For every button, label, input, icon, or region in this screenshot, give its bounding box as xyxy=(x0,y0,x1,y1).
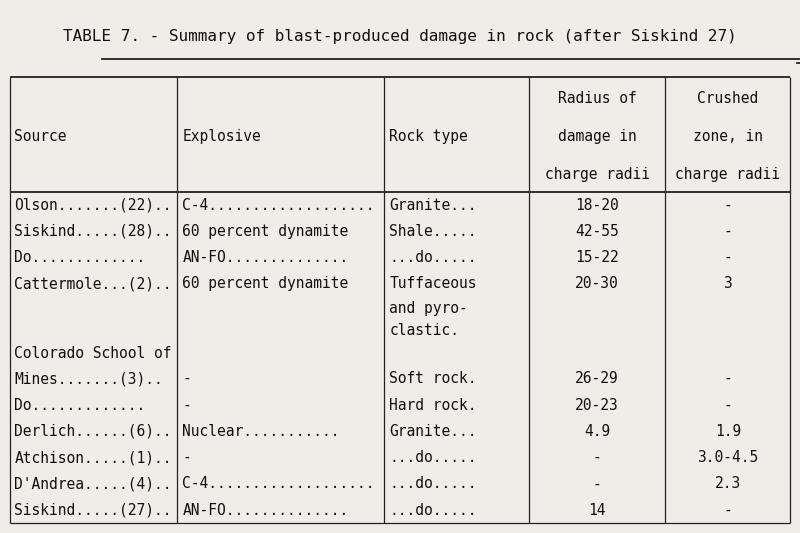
Text: Crushed: Crushed xyxy=(698,91,758,106)
Text: 3: 3 xyxy=(723,277,732,292)
Text: Explosive: Explosive xyxy=(182,129,261,144)
Text: Source: Source xyxy=(14,129,67,144)
Text: Granite...: Granite... xyxy=(389,198,477,213)
Text: -: - xyxy=(593,477,602,491)
Text: ...do.....: ...do..... xyxy=(389,503,477,518)
Text: 60 percent dynamite: 60 percent dynamite xyxy=(182,277,349,292)
Text: 20-30: 20-30 xyxy=(575,277,619,292)
Text: ...do.....: ...do..... xyxy=(389,250,477,265)
Text: 60 percent dynamite: 60 percent dynamite xyxy=(182,224,349,239)
Text: -: - xyxy=(593,450,602,465)
Text: Granite...: Granite... xyxy=(389,424,477,439)
Text: -: - xyxy=(723,398,732,413)
Text: -: - xyxy=(723,224,732,239)
Text: 1.9: 1.9 xyxy=(715,424,741,439)
Text: AN-FO..............: AN-FO.............. xyxy=(182,503,349,518)
Text: 14: 14 xyxy=(589,503,606,518)
Text: 3.0-4.5: 3.0-4.5 xyxy=(698,450,758,465)
Text: Colorado School of: Colorado School of xyxy=(14,346,172,361)
Text: 2.3: 2.3 xyxy=(715,477,741,491)
Text: 26-29: 26-29 xyxy=(575,371,619,386)
Text: Shale.....: Shale..... xyxy=(389,224,477,239)
Text: Tuffaceous: Tuffaceous xyxy=(389,277,477,292)
Text: Hard rock.: Hard rock. xyxy=(389,398,477,413)
Text: 4.9: 4.9 xyxy=(584,424,610,439)
Text: AN-FO..............: AN-FO.............. xyxy=(182,250,349,265)
Text: Atchison.....(1)..: Atchison.....(1).. xyxy=(14,450,172,465)
Text: charge radii: charge radii xyxy=(545,167,650,182)
Text: damage in: damage in xyxy=(558,129,637,144)
Text: and pyro-: and pyro- xyxy=(389,301,468,316)
Text: Olson.......(22)..: Olson.......(22).. xyxy=(14,198,172,213)
Text: ...do.....: ...do..... xyxy=(389,477,477,491)
Text: C-4...................: C-4................... xyxy=(182,198,374,213)
Text: 15-22: 15-22 xyxy=(575,250,619,265)
Text: D'Andrea.....(4)..: D'Andrea.....(4).. xyxy=(14,477,172,491)
Text: -: - xyxy=(723,250,732,265)
Text: Do.............: Do............. xyxy=(14,250,146,265)
Text: -: - xyxy=(723,198,732,213)
Text: 20-23: 20-23 xyxy=(575,398,619,413)
Text: -: - xyxy=(723,371,732,386)
Text: TABLE 7. - Summary of blast-produced damage in rock (after Siskind 27): TABLE 7. - Summary of blast-produced dam… xyxy=(63,29,737,44)
Text: Soft rock.: Soft rock. xyxy=(389,371,477,386)
Text: Derlich......(6)..: Derlich......(6).. xyxy=(14,424,172,439)
Text: Radius of: Radius of xyxy=(558,91,637,106)
Text: Nuclear...........: Nuclear........... xyxy=(182,424,340,439)
Text: C-4...................: C-4................... xyxy=(182,477,374,491)
Text: 18-20: 18-20 xyxy=(575,198,619,213)
Text: Cattermole...(2)..: Cattermole...(2).. xyxy=(14,277,172,292)
Text: Do.............: Do............. xyxy=(14,398,146,413)
Text: -: - xyxy=(182,398,191,413)
Text: charge radii: charge radii xyxy=(675,167,781,182)
Text: -: - xyxy=(723,503,732,518)
Text: zone, in: zone, in xyxy=(693,129,763,144)
Text: Rock type: Rock type xyxy=(389,129,468,144)
Text: 42-55: 42-55 xyxy=(575,224,619,239)
Text: -: - xyxy=(182,450,191,465)
Text: Siskind.....(28)..: Siskind.....(28).. xyxy=(14,224,172,239)
Text: Siskind.....(27)..: Siskind.....(27).. xyxy=(14,503,172,518)
Text: -: - xyxy=(182,371,191,386)
Text: clastic.: clastic. xyxy=(389,323,459,338)
Text: ...do.....: ...do..... xyxy=(389,450,477,465)
Text: Mines.......(3)..: Mines.......(3).. xyxy=(14,371,163,386)
